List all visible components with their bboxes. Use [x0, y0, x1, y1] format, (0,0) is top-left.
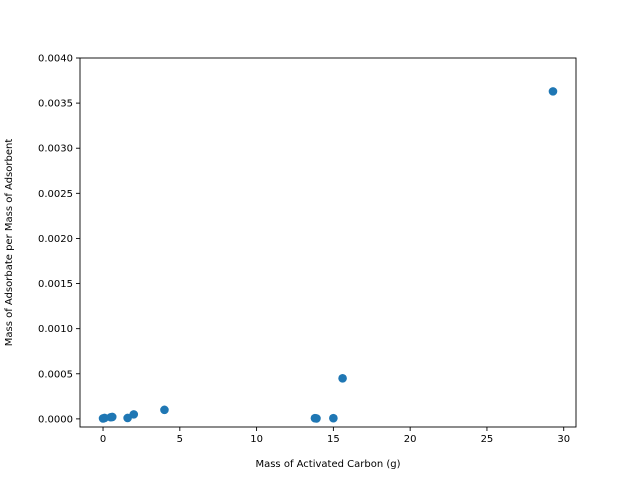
y-tick-label: 0.0030: [38, 144, 73, 155]
y-tick-label: 0.0010: [38, 324, 73, 335]
y-tick-label: 0.0000: [38, 414, 73, 425]
y-tick-label: 0.0025: [38, 189, 73, 200]
data-point: [107, 412, 117, 422]
plot-area: [79, 57, 577, 428]
x-axis-label: Mass of Activated Carbon (g): [255, 459, 400, 470]
x-tick-label: 20: [404, 434, 417, 445]
data-point: [338, 373, 347, 383]
x-tick-label: 25: [481, 434, 494, 445]
y-tick-label: 0.0020: [38, 234, 73, 245]
x-tick-label: 0: [100, 434, 106, 445]
data-point: [548, 87, 558, 96]
x-tick-label: 5: [177, 434, 183, 445]
x-tick-label: 15: [327, 434, 340, 445]
y-axis-ticks: 0.0000 0.0005 0.0010 0.0015 0.0020 0.0025 0.00…: [38, 54, 80, 425]
data-point: [129, 410, 139, 419]
x-tick-label: 30: [557, 434, 570, 445]
data-points: [98, 87, 558, 423]
plot-frame: [79, 57, 577, 428]
y-tick-label: 0.0015: [38, 279, 73, 290]
x-axis-ticks: 0 5 10 15 20 25 30: [100, 427, 570, 445]
data-point: [160, 405, 169, 415]
y-tick-label: 0.0040: [38, 54, 73, 65]
y-tick-label: 0.0035: [38, 99, 73, 110]
data-point: [329, 413, 338, 423]
y-tick-label: 0.0005: [38, 369, 73, 380]
data-point: [312, 414, 321, 423]
y-axis-label: Mass of Adsorbate per Mass of Adsorbent: [4, 139, 15, 347]
x-tick-label: 10: [250, 434, 263, 445]
